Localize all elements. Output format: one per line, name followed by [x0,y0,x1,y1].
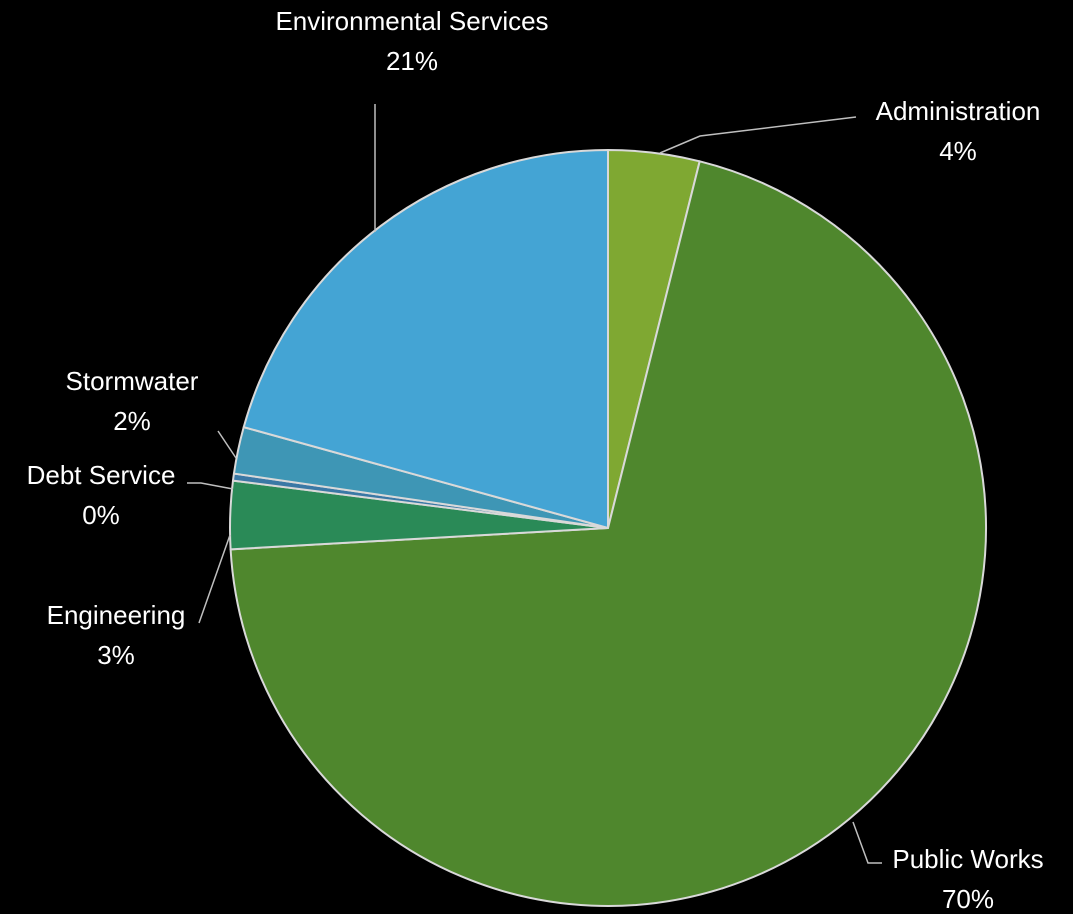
slice-label-engineering: Engineering [47,600,186,630]
leader-lines [187,104,882,864]
leader-line-stormwater [217,430,237,459]
slice-percent-stormwater: 2% [113,406,151,436]
slice-label-public-works: Public Works [892,844,1043,874]
slice-label-debt-service: Debt Service [27,460,176,490]
leader-line-debt-service [187,482,234,490]
slice-label-environmental-services: Environmental Services [275,6,548,36]
pie-slices [229,149,987,907]
slice-percent-debt-service: 0% [82,500,120,530]
slice-percent-public-works: 70% [942,884,994,914]
slice-environmental-services [242,149,609,529]
slice-percent-environmental-services: 21% [386,46,438,76]
leader-line-public-works [852,821,882,864]
leader-line-administration [659,116,857,154]
leader-line-engineering [198,534,231,624]
slice-public-works [229,160,987,907]
slice-percent-administration: 4% [939,136,977,166]
slice-label-stormwater: Stormwater [66,366,199,396]
slice-percent-engineering: 3% [97,640,135,670]
slice-label-administration: Administration [876,96,1041,126]
slice-labels: Administration 4% Public Works 70% Engineeri… [27,6,1044,914]
